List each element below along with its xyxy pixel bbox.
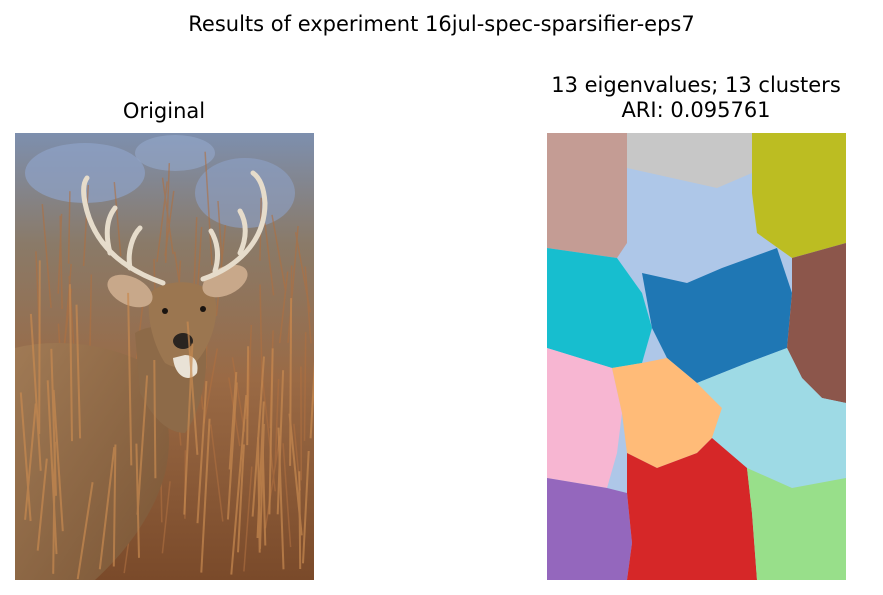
grass-stroke	[230, 395, 248, 575]
grass-stroke	[289, 298, 293, 466]
grass-stroke	[251, 356, 265, 517]
original-panel-title: Original	[122, 99, 206, 123]
grass-stroke	[246, 346, 250, 446]
cluster-region	[747, 468, 846, 580]
cluster-region	[547, 348, 622, 488]
cluster-region	[627, 133, 752, 188]
grass-stroke	[257, 437, 261, 553]
grass-stroke	[164, 190, 175, 256]
cluster-region	[752, 133, 846, 258]
cluster-region	[627, 438, 757, 580]
grass-stroke	[68, 284, 73, 442]
grass-stroke	[46, 380, 58, 555]
grass-stroke	[271, 214, 287, 291]
grass-stroke	[231, 357, 246, 432]
grass-stroke	[264, 223, 275, 296]
grass-stroke	[59, 215, 63, 310]
grass-stroke	[29, 313, 42, 471]
grass-stroke	[282, 443, 292, 548]
cluster-map-graphic	[547, 133, 846, 580]
cluster-region	[547, 248, 652, 368]
grass-stroke	[309, 361, 314, 439]
cluster-region	[547, 478, 632, 580]
grass-stroke	[228, 372, 238, 470]
cluster-region	[697, 348, 846, 488]
grass-stroke	[67, 191, 71, 264]
cluster-region	[642, 248, 792, 383]
grass-stroke	[303, 332, 307, 441]
grass-stroke	[210, 424, 224, 522]
grass-stroke	[259, 284, 263, 388]
grass-stroke	[196, 381, 208, 524]
segmentation-title-line1: 13 eigenvalues; 13 clusters	[551, 73, 841, 97]
grass-stroke	[278, 271, 289, 344]
grass-stroke	[298, 471, 302, 570]
grass-stroke	[287, 225, 299, 343]
cluster-region	[547, 133, 627, 258]
cluster-region	[787, 243, 846, 403]
grass-stroke	[41, 204, 52, 309]
grass-stroke	[200, 418, 211, 573]
grass-stroke	[38, 260, 41, 435]
grass-stroke	[226, 382, 238, 520]
figure-title: Results of experiment 16jul-spec-sparsif…	[188, 12, 695, 36]
grass-stroke	[76, 482, 94, 580]
grass-stroke	[186, 321, 199, 455]
grass-stroke	[136, 375, 149, 515]
grass-stroke	[52, 389, 64, 532]
original-image	[15, 133, 314, 580]
grass-stroke	[112, 444, 117, 567]
cluster-region	[612, 358, 722, 468]
grass-stroke	[75, 304, 82, 439]
segmentation-title-line2: ARI: 0.095761	[621, 98, 771, 122]
grass-stroke	[276, 370, 285, 515]
grass-stroke	[98, 446, 116, 570]
grass-stroke	[304, 266, 312, 344]
grass-stroke	[217, 200, 223, 263]
original-image-graphic	[15, 133, 314, 580]
grass-stroke	[153, 359, 157, 479]
grass-stroke	[259, 423, 265, 549]
grass-stroke	[161, 481, 171, 554]
grass-stroke	[261, 449, 267, 546]
grass-stroke	[50, 348, 57, 496]
grass-stroke	[277, 427, 285, 570]
grass-stroke	[204, 151, 213, 266]
grass-stroke	[24, 403, 37, 520]
grass-stroke	[36, 458, 48, 551]
grass-stroke	[268, 348, 274, 515]
grass-stroke	[19, 392, 32, 522]
grass-stroke	[82, 184, 90, 267]
grass-stroke	[127, 292, 133, 466]
grass-stroke	[274, 378, 280, 468]
grass-stroke	[156, 181, 168, 262]
grass-stroke	[113, 182, 122, 257]
segmentation-panel-title: 13 eigenvalues; 13 clusters ARI: 0.09576…	[520, 73, 872, 123]
grass-stroke	[237, 444, 245, 553]
grass-stroke	[261, 380, 276, 492]
grass-stroke	[264, 435, 281, 529]
grass-stroke	[203, 348, 219, 424]
grass-stroke	[243, 466, 253, 572]
cluster-map	[547, 133, 846, 580]
grass-stroke	[302, 450, 310, 564]
